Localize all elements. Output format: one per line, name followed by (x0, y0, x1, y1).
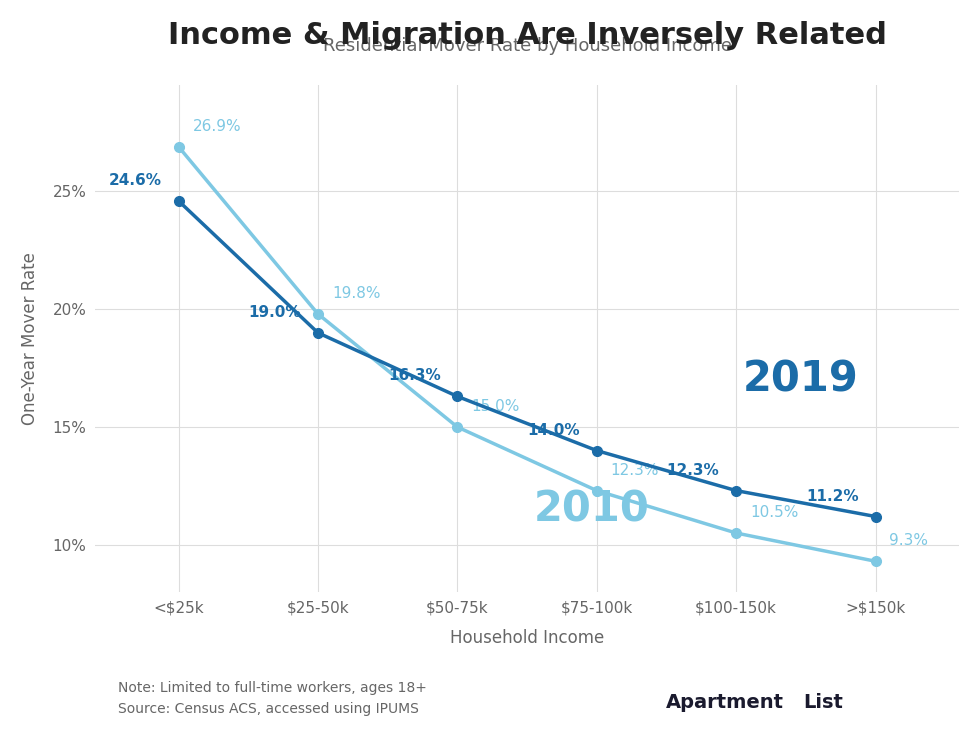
Text: 11.2%: 11.2% (807, 489, 858, 504)
Text: 12.3%: 12.3% (666, 462, 719, 478)
Text: 14.0%: 14.0% (527, 423, 580, 437)
Text: 24.6%: 24.6% (109, 173, 162, 188)
Text: Apartment: Apartment (666, 693, 784, 712)
Text: 12.3%: 12.3% (611, 462, 660, 478)
Text: Residential Mover Rate by Household Income: Residential Mover Rate by Household Inco… (322, 37, 731, 55)
Text: 2010: 2010 (534, 488, 650, 531)
Y-axis label: One-Year Mover Rate: One-Year Mover Rate (21, 252, 39, 425)
Text: 19.8%: 19.8% (332, 286, 380, 301)
Text: 15.0%: 15.0% (471, 399, 519, 414)
Text: 16.3%: 16.3% (388, 368, 441, 383)
Text: Note: Limited to full-time workers, ages 18+
Source: Census ACS, accessed using : Note: Limited to full-time workers, ages… (118, 681, 426, 716)
Title: Income & Migration Are Inversely Related: Income & Migration Are Inversely Related (168, 21, 887, 50)
Text: List: List (804, 693, 844, 712)
Text: 19.0%: 19.0% (249, 305, 301, 320)
X-axis label: Household Income: Household Income (450, 629, 605, 647)
Text: 10.5%: 10.5% (750, 505, 799, 520)
Text: 26.9%: 26.9% (192, 119, 241, 134)
Text: 2019: 2019 (743, 359, 858, 401)
Text: 9.3%: 9.3% (890, 534, 928, 548)
